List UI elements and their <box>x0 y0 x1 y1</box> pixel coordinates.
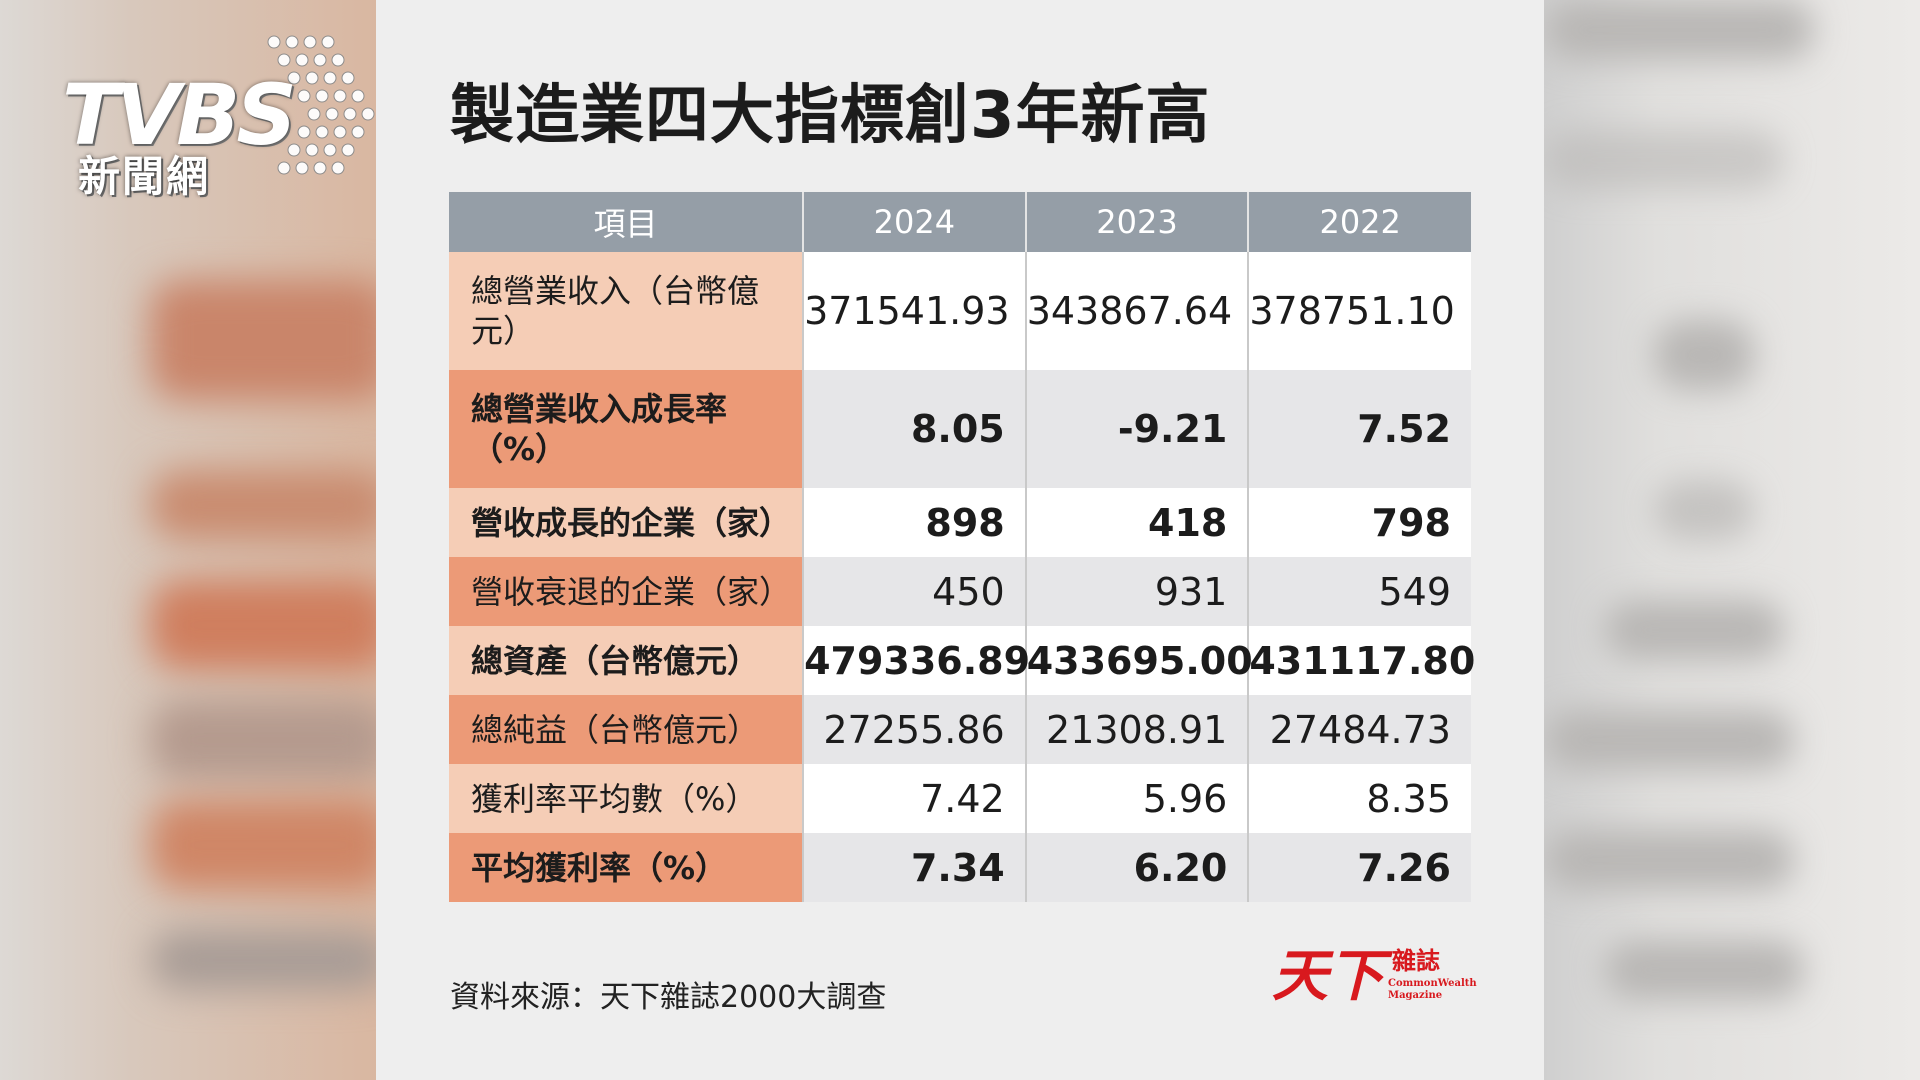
blur-shape <box>150 280 376 400</box>
infographic-card: 製造業四大指標創3年新高 項目 2024 2023 2022 總營業收入（台幣億… <box>376 0 1544 1080</box>
table-cell: 7.26 <box>1247 833 1471 902</box>
blurred-background-right <box>1544 0 1920 1080</box>
table-header-row: 項目 2024 2023 2022 <box>449 192 1471 252</box>
table-cell: 27255.86 <box>802 695 1026 764</box>
blur-shape <box>150 580 376 670</box>
table-cell: 7.42 <box>802 764 1026 833</box>
table-cell: 418 <box>1024 488 1249 557</box>
blurred-background-left <box>0 0 376 1080</box>
row-label: 平均獲利率（%） <box>449 833 804 902</box>
table-row: 總營業收入（台幣億元） 371541.93 343867.64 378751.1… <box>449 252 1471 370</box>
blur-shape <box>150 930 376 990</box>
table-cell: 798 <box>1247 488 1471 557</box>
table-cell: 450 <box>802 557 1026 626</box>
table-row: 總營業收入成長率（%） 8.05 -9.21 7.52 <box>449 370 1471 488</box>
commonwealth-logo: 天下 雜誌 CommonWealth Magazine <box>1272 944 1482 1014</box>
blur-shape <box>1544 830 1794 890</box>
blur-shape <box>1604 940 1804 1000</box>
table-cell: 7.52 <box>1247 370 1471 488</box>
table-row: 營收衰退的企業（家） 450 931 549 <box>449 557 1471 626</box>
row-label: 獲利率平均數（%） <box>449 764 804 833</box>
table-cell: 549 <box>1247 557 1471 626</box>
blur-shape <box>150 700 376 780</box>
data-table: 項目 2024 2023 2022 總營業收入（台幣億元） 371541.93 … <box>449 192 1475 902</box>
table-cell: 371541.93 <box>802 252 1026 370</box>
table-cell: 431117.80 <box>1247 626 1475 695</box>
logo-text-chinese: 天下 <box>1272 943 1384 1009</box>
blur-shape <box>1544 0 1814 60</box>
row-label: 總純益（台幣億元） <box>449 695 804 764</box>
blur-shape <box>1654 320 1754 390</box>
blur-shape <box>150 800 376 890</box>
logo-subtitle: 新聞網 <box>78 152 211 201</box>
table-cell: 6.20 <box>1024 833 1249 902</box>
row-label: 總資產（台幣億元） <box>449 626 804 695</box>
table-cell: 343867.64 <box>1024 252 1249 370</box>
table-cell: 931 <box>1024 557 1249 626</box>
table-cell: -9.21 <box>1024 370 1249 488</box>
blur-shape <box>1654 480 1754 540</box>
table-cell: 479336.89 <box>802 626 1030 695</box>
table-cell: 378751.10 <box>1247 252 1471 370</box>
source-note: 資料來源：天下雜誌2000大調查 <box>450 980 887 1015</box>
row-label: 營收衰退的企業（家） <box>449 557 804 626</box>
row-label: 營收成長的企業（家） <box>449 488 804 557</box>
column-header: 2024 <box>802 192 1026 252</box>
blur-shape <box>1544 130 1784 190</box>
table-cell: 5.96 <box>1024 764 1249 833</box>
blur-shape <box>150 470 376 540</box>
chart-title: 製造業四大指標創3年新高 <box>450 79 1211 153</box>
table-row: 獲利率平均數（%） 7.42 5.96 8.35 <box>449 764 1471 833</box>
tvbs-logo: TVBS 新聞網 <box>58 30 378 210</box>
column-header: 項目 <box>449 192 804 252</box>
table-cell: 7.34 <box>802 833 1026 902</box>
table-cell: 27484.73 <box>1247 695 1471 764</box>
logo-text-chinese-small: 雜誌 <box>1392 946 1440 975</box>
table-cell: 21308.91 <box>1024 695 1249 764</box>
table-row: 營收成長的企業（家） 898 418 798 <box>449 488 1471 557</box>
row-label: 總營業收入成長率（%） <box>449 370 804 488</box>
dot-pattern-icon <box>267 35 375 175</box>
logo-text-english: CommonWealth Magazine <box>1388 978 1477 1001</box>
column-header: 2022 <box>1247 192 1471 252</box>
table-cell: 8.05 <box>802 370 1026 488</box>
row-label: 總營業收入（台幣億元） <box>449 252 804 370</box>
blur-shape <box>1544 710 1794 770</box>
table-row: 平均獲利率（%） 7.34 6.20 7.26 <box>449 833 1471 902</box>
table-row: 總純益（台幣億元） 27255.86 21308.91 27484.73 <box>449 695 1471 764</box>
column-header: 2023 <box>1024 192 1249 252</box>
table-row: 總資產（台幣億元） 479336.89 433695.00 431117.80 <box>449 626 1475 695</box>
logo-wordmark: TVBS <box>62 66 297 164</box>
table-cell: 433695.00 <box>1024 626 1253 695</box>
table-cell: 898 <box>802 488 1026 557</box>
table-cell: 8.35 <box>1247 764 1471 833</box>
blur-shape <box>1604 600 1784 660</box>
